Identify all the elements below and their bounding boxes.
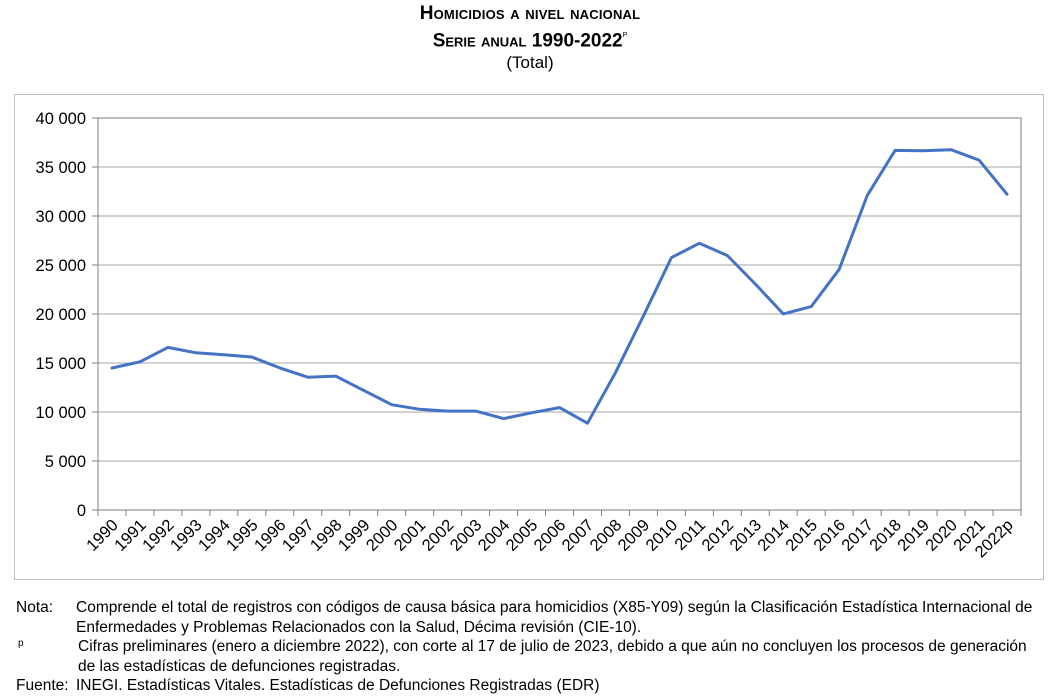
x-tick-label: 2002 <box>419 516 458 555</box>
data-point <box>418 408 421 411</box>
data-point <box>446 410 449 413</box>
data-point <box>558 406 561 409</box>
x-tick-label: 2017 <box>838 516 877 555</box>
data-point <box>586 422 589 425</box>
data-point <box>250 356 253 359</box>
data-point <box>698 242 701 245</box>
data-point <box>222 353 225 356</box>
x-tick-label: 2001 <box>391 516 430 555</box>
data-point <box>978 159 981 162</box>
data-point <box>194 351 197 354</box>
data-point <box>474 410 477 413</box>
x-tick-label: 1992 <box>139 516 178 555</box>
preliminary-text: Cifras preliminares (enero a diciembre 2… <box>78 638 1027 675</box>
chart-title-block: Homicidios a nivel nacional Serie anual … <box>0 2 1060 74</box>
data-point <box>110 366 113 369</box>
y-tick-label: 20 000 <box>36 306 86 324</box>
data-point <box>642 314 645 317</box>
y-tick-label: 5 000 <box>45 453 86 471</box>
x-tick-label: 2015 <box>782 516 821 555</box>
x-tick-label: 2000 <box>363 516 402 555</box>
y-tick-label: 15 000 <box>36 355 86 373</box>
data-point <box>278 366 281 369</box>
x-tick-label: 1997 <box>279 516 318 555</box>
note-text: Comprende el total de registros con códi… <box>76 599 1033 636</box>
chart-subtitle-text: Serie anual 1990-2022 <box>432 30 623 52</box>
y-tick-label: 0 <box>77 502 86 520</box>
x-tick-label: 1996 <box>251 516 290 555</box>
series-line <box>110 148 1009 425</box>
x-tick-label: 1999 <box>335 516 374 555</box>
data-point <box>306 376 309 379</box>
x-tick-label: 2007 <box>559 516 598 555</box>
notes-section: Nota: Comprende el total de registros co… <box>16 598 1046 696</box>
y-tick-label: 35 000 <box>36 159 86 177</box>
source-label: Fuente: <box>16 677 69 694</box>
y-tick-label: 40 000 <box>36 110 86 128</box>
chart-subtitle-superscript: p <box>622 29 628 40</box>
data-point <box>754 283 757 286</box>
x-tick-label: 2006 <box>531 516 570 555</box>
chart-frame <box>14 94 1044 580</box>
source-text: INEGI. Estadísticas Vitales. Estadística… <box>76 677 600 694</box>
x-tick-label: 2019 <box>894 516 933 555</box>
x-tick-label: 2003 <box>447 516 486 555</box>
x-tick-label: 1994 <box>195 516 234 555</box>
x-tick-label: 2009 <box>615 516 654 555</box>
data-point <box>950 148 953 151</box>
x-tick-label: 2010 <box>643 516 682 555</box>
chart-unit: (Total) <box>506 53 554 73</box>
plot-area-border <box>97 117 1022 511</box>
data-point <box>726 254 729 257</box>
data-point <box>530 411 533 414</box>
x-tick-label: 1993 <box>167 516 206 555</box>
x-tick-label: 2016 <box>810 516 849 555</box>
x-tick-label: 2008 <box>587 516 626 555</box>
x-tick-label: 2013 <box>726 516 765 555</box>
y-tick-label: 10 000 <box>36 404 86 422</box>
y-tick-label: 30 000 <box>36 208 86 226</box>
x-tick-label: 2018 <box>866 516 905 555</box>
x-tick-label: 2004 <box>475 516 514 555</box>
x-tick-label: 2005 <box>503 516 542 555</box>
data-point <box>502 417 505 420</box>
y-tick-label: 25 000 <box>36 257 86 275</box>
preliminary-row: p Cifras preliminares (enero a diciembre… <box>16 637 1046 676</box>
data-point <box>866 194 869 197</box>
note-row: Nota: Comprende el total de registros co… <box>16 598 1046 637</box>
x-tick-label: 1998 <box>307 516 346 555</box>
chart-title: Homicidios a nivel nacional <box>419 3 641 24</box>
data-point <box>334 375 337 378</box>
data-point <box>670 256 673 259</box>
x-tick-label: 1995 <box>223 516 262 555</box>
data-point <box>614 371 617 374</box>
data-point <box>1006 193 1009 196</box>
data-point <box>166 346 169 349</box>
chart-subtitle: Serie anual 1990-2022p <box>0 26 1060 52</box>
x-tick-label: 2014 <box>754 516 793 555</box>
data-point <box>782 312 785 315</box>
x-tick-label: 2020 <box>922 516 961 555</box>
data-point <box>390 403 393 406</box>
data-point <box>894 149 897 152</box>
data-point <box>362 389 365 392</box>
preliminary-label: p <box>18 638 24 649</box>
x-tick-label: 1990 <box>83 516 122 555</box>
x-tick-label: 2012 <box>698 516 737 555</box>
note-label: Nota: <box>16 599 54 616</box>
source-row: Fuente: INEGI. Estadísticas Vitales. Est… <box>16 676 1046 696</box>
data-point <box>838 268 841 271</box>
data-point <box>810 305 813 308</box>
x-tick-label: 1991 <box>111 516 150 555</box>
data-point <box>922 149 925 152</box>
data-point <box>138 360 141 363</box>
